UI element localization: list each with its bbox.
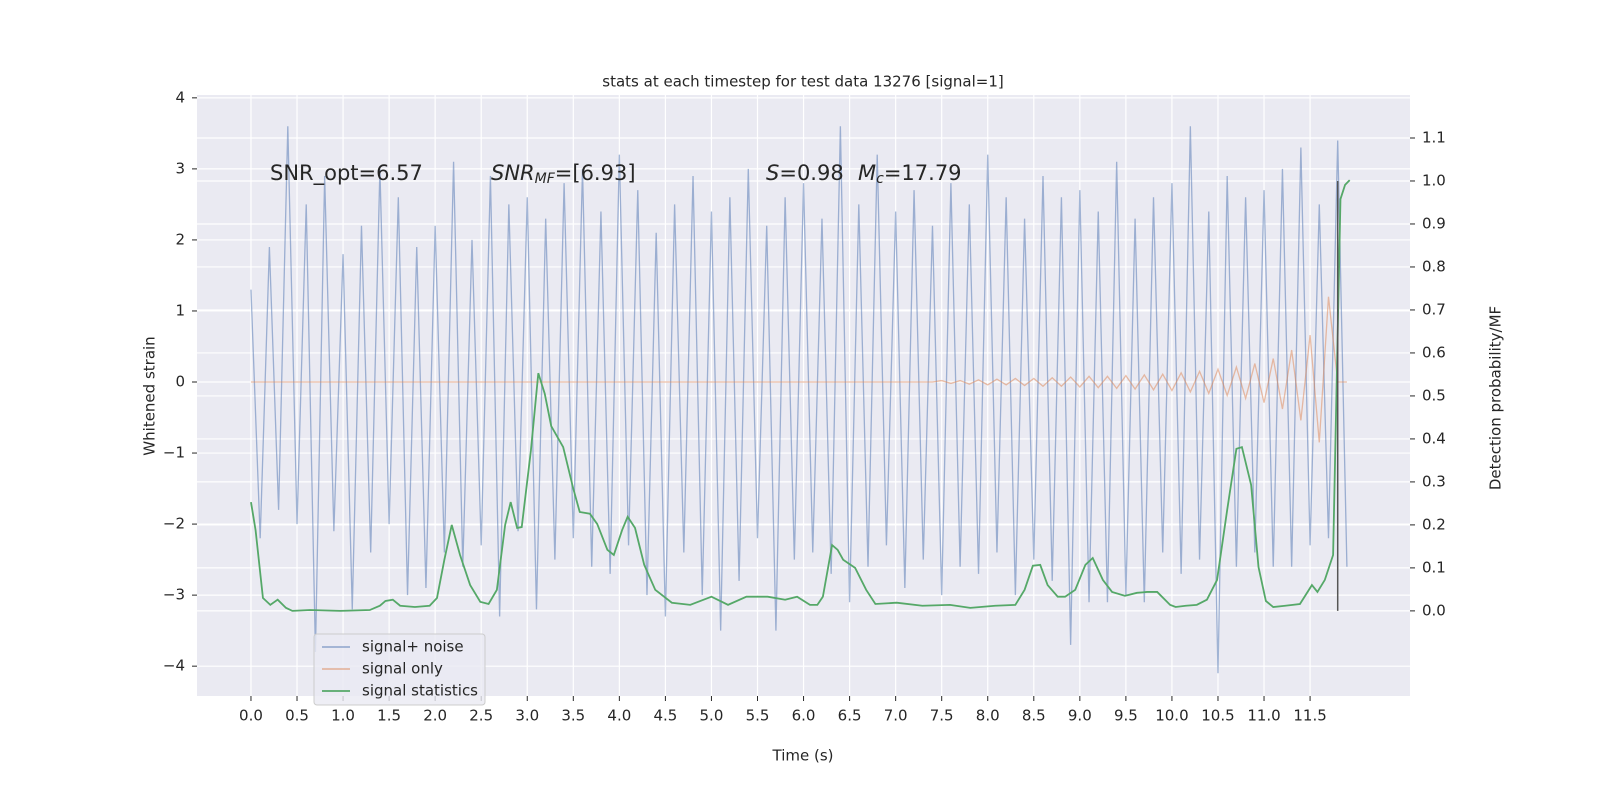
- y-tick-label: 1: [175, 301, 185, 319]
- legend-label: signal only: [362, 660, 443, 678]
- y-tick-label: 0: [175, 373, 185, 391]
- x-tick-label: 8.0: [976, 707, 1000, 725]
- x-tick-label: 7.5: [930, 707, 954, 725]
- y2-tick-label: 1.1: [1422, 128, 1446, 146]
- y2-tick-label: 0.9: [1422, 214, 1446, 232]
- overlay: 0.0 0.5 1.0 1.5 2.0 2.5 3.0 3.5 4.0 4.5 5.0 5.5 6.0 6…: [163, 88, 1446, 724]
- series-line: [250, 126, 1348, 674]
- annotation-text: =0.98: [779, 161, 843, 185]
- y2-tick-label: 0.7: [1422, 300, 1446, 318]
- y-tick-label: −2: [163, 515, 185, 533]
- x-tick-label: 10.5: [1201, 707, 1234, 725]
- x-tick-label: 2.5: [469, 707, 493, 725]
- y-tick-label: −1: [163, 444, 185, 462]
- x-tick-label: 0.0: [239, 707, 263, 725]
- annotation-var: M: [858, 161, 876, 185]
- annotation-var: SNR: [491, 161, 535, 185]
- y2-tick-label: 0.5: [1422, 386, 1446, 404]
- y-tick-label: −4: [163, 657, 185, 675]
- x-tick-label: 7.0: [884, 707, 908, 725]
- y2-tick-label: 1.0: [1422, 171, 1446, 189]
- x-tick-label: 8.5: [1022, 707, 1046, 725]
- y-tick-label: 3: [175, 159, 185, 177]
- x-tick-label: 11.5: [1293, 707, 1326, 725]
- legend-box: [313, 633, 486, 706]
- y2-tick-label: 0.0: [1422, 601, 1446, 619]
- y2-tick-label: 0.6: [1422, 343, 1446, 361]
- y-axis-label: Whitened strain: [141, 336, 159, 455]
- annotation: SNR_opt=6.57: [270, 161, 423, 186]
- y2-tick-label: 0.2: [1422, 515, 1446, 533]
- y-tick-label: 4: [175, 88, 185, 106]
- x-tick-label: 6.0: [792, 707, 816, 725]
- y2-tick-label: 0.3: [1422, 472, 1446, 490]
- y-tick-label: 2: [175, 230, 185, 248]
- x-tick-label: 1.5: [377, 707, 401, 725]
- x-tick-label: 6.5: [838, 707, 862, 725]
- annotation: S=0.98: [766, 161, 844, 185]
- annotation-sub: MF: [535, 171, 556, 187]
- x-tick-label: 4.5: [653, 707, 677, 725]
- plot: [250, 126, 1351, 674]
- chart-title: stats at each timestep for test data 132…: [602, 73, 1003, 91]
- x-tick-label: 10.0: [1155, 707, 1188, 725]
- x-tick-label: 5.0: [700, 707, 724, 725]
- x-tick-label: 9.0: [1068, 707, 1092, 725]
- x-tick-label: 2.0: [423, 707, 447, 725]
- legend-label: signal+ noise: [362, 638, 464, 656]
- x-axis-label: Time (s): [772, 747, 834, 765]
- x-tick-label: 0.5: [285, 707, 309, 725]
- annotation-text: =[6.93]: [555, 161, 636, 185]
- x-tick-label: 9.5: [1114, 707, 1138, 725]
- series-line: [250, 179, 1351, 612]
- annotation: Mc=17.79: [858, 161, 962, 187]
- y2-tick-label: 0.8: [1422, 257, 1446, 275]
- annotation-var: S: [766, 161, 779, 185]
- annotation-sub: c: [876, 171, 884, 187]
- annotation: SNRMF=[6.93]: [491, 161, 636, 187]
- x-tick-label: 11.0: [1247, 707, 1280, 725]
- annotation-text: SNR_opt=6.57: [270, 161, 423, 186]
- x-tick-label: 4.0: [607, 707, 631, 725]
- y-tick-label: −3: [163, 586, 185, 604]
- y2-tick-label: 0.1: [1422, 558, 1446, 576]
- x-tick-label: 5.5: [746, 707, 770, 725]
- y2-tick-label: 0.4: [1422, 429, 1446, 447]
- annotation-text: =17.79: [884, 161, 962, 185]
- y2-axis-label: Detection probability/MF: [1487, 306, 1505, 490]
- x-tick-label: 3.5: [561, 707, 585, 725]
- x-tick-label: 3.0: [515, 707, 539, 725]
- legend-label: signal statistics: [362, 682, 478, 700]
- x-tick-label: 1.0: [331, 707, 355, 725]
- series-line: [250, 296, 1347, 443]
